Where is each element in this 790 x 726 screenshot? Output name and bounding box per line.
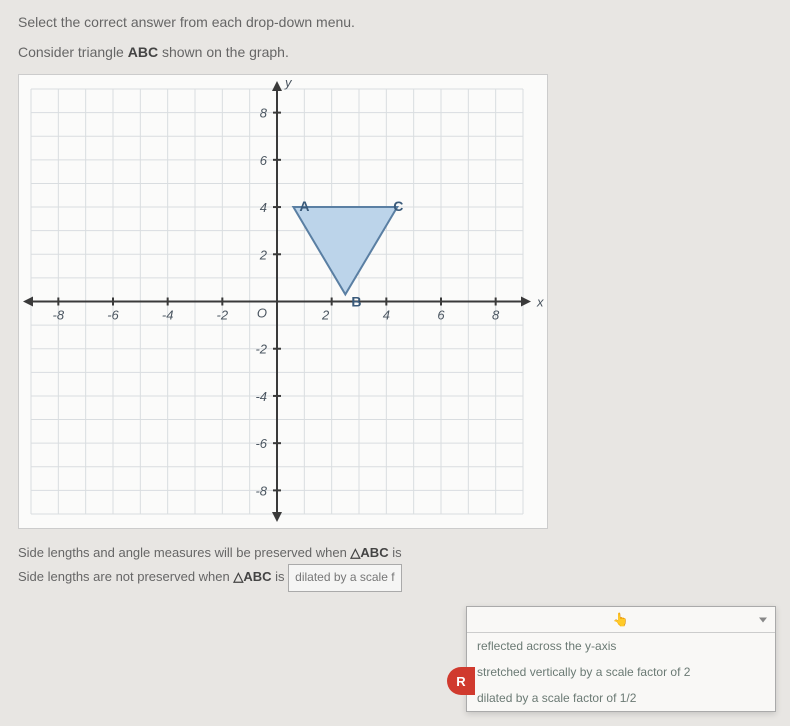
- svg-text:8: 8: [492, 308, 500, 323]
- line2-mid: is: [272, 570, 289, 585]
- svg-text:x: x: [536, 295, 544, 310]
- dropdown-option-dilated[interactable]: dilated by a scale factor of 1/2: [467, 685, 775, 711]
- line2: Side lengths are not preserved when △ABC…: [18, 564, 772, 592]
- line1-suffix: is: [389, 545, 402, 560]
- svg-text:4: 4: [383, 308, 390, 323]
- graph-svg: -8 -6 -4 -2 4 6 8 2 2 4 6 8 -2 -4 -6 -8 Ox y A C B: [19, 75, 547, 528]
- prompt-text: Consider triangle ABC shown on the graph…: [18, 44, 772, 60]
- svg-text:A: A: [299, 198, 309, 214]
- dropdown-option-stretched[interactable]: stretched vertically by a scale factor o…: [467, 659, 775, 685]
- svg-text:-2: -2: [255, 342, 267, 357]
- fill-in-lines: Side lengths and angle measures will be …: [18, 541, 772, 592]
- line1-prefix: Side lengths and angle measures will be …: [18, 545, 350, 560]
- svg-text:-2: -2: [217, 308, 229, 323]
- svg-text:2: 2: [259, 247, 268, 262]
- svg-text:-6: -6: [107, 308, 119, 323]
- svg-text:8: 8: [260, 106, 268, 121]
- badge-icon: R: [447, 667, 475, 695]
- dropdown2-selected[interactable]: dilated by a scale f: [288, 564, 401, 592]
- svg-text:-8: -8: [255, 483, 267, 498]
- svg-text:-6: -6: [255, 436, 267, 451]
- svg-text:-4: -4: [162, 308, 174, 323]
- instruction-text: Select the correct answer from each drop…: [18, 14, 772, 30]
- coordinate-graph: -8 -6 -4 -2 4 6 8 2 2 4 6 8 -2 -4 -6 -8 Ox y A C B: [18, 74, 548, 529]
- svg-text:-8: -8: [53, 308, 65, 323]
- svg-text:-4: -4: [255, 389, 267, 404]
- svg-text:B: B: [351, 293, 361, 309]
- line1: Side lengths and angle measures will be …: [18, 541, 772, 564]
- dropdown1-header[interactable]: 👆: [467, 607, 775, 633]
- line2-triangle: △ABC: [233, 570, 271, 585]
- svg-text:6: 6: [437, 308, 445, 323]
- line1-triangle: △ABC: [350, 545, 388, 560]
- svg-text:C: C: [393, 198, 403, 214]
- svg-text:O: O: [257, 306, 267, 321]
- prompt-prefix: Consider triangle: [18, 44, 128, 60]
- line2-prefix: Side lengths are not preserved when: [18, 570, 233, 585]
- svg-text:2: 2: [321, 308, 330, 323]
- svg-text:4: 4: [260, 200, 267, 215]
- svg-text:6: 6: [260, 153, 268, 168]
- pointer-icon: 👆: [613, 612, 629, 628]
- prompt-suffix: shown on the graph.: [158, 44, 289, 60]
- svg-text:y: y: [284, 75, 293, 90]
- triangle-label: ABC: [128, 44, 158, 60]
- dropdown1-panel[interactable]: R 👆 reflected across the y-axis stretche…: [466, 606, 776, 712]
- dropdown-option-reflected[interactable]: reflected across the y-axis: [467, 633, 775, 659]
